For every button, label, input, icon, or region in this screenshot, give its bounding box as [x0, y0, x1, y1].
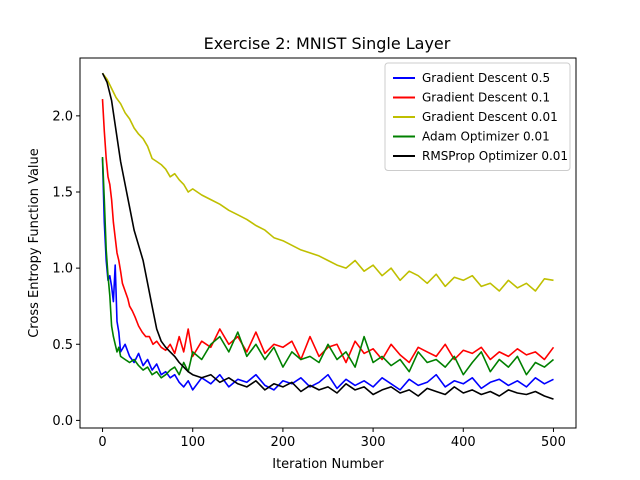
series-layer	[101, 72, 555, 400]
x-axis-label: Iteration Number	[272, 457, 384, 472]
series-line-2	[101, 72, 554, 292]
legend: Gradient Descent 0.5 Gradient Descent 0.1…	[384, 62, 571, 171]
series-line-4	[101, 72, 554, 400]
y-tick-label: 2.0	[52, 109, 73, 124]
y-tick-label: 1.5	[52, 185, 73, 200]
x-tick-label: 0	[98, 435, 106, 450]
y-tick-label: 0.5	[52, 338, 73, 353]
legend-label-1: Gradient Descent 0.1	[422, 91, 550, 105]
y-tick-label: 1.0	[52, 262, 73, 277]
series-line-0	[101, 158, 554, 391]
x-tick-label: 200	[270, 435, 295, 450]
legend-label-0: Gradient Descent 0.5	[422, 71, 550, 85]
legend-label-2: Gradient Descent 0.01	[422, 110, 558, 124]
y-tick-label: 0.0	[52, 414, 73, 429]
x-tick-label: 500	[541, 435, 566, 450]
legend-box	[384, 62, 571, 171]
x-axis: 0 100 200 300 400 500	[98, 428, 566, 450]
legend-label-3: Adam Optimizer 0.01	[422, 130, 550, 144]
y-axis: 0.0 0.5 1.0 1.5 2.0	[52, 109, 80, 429]
x-tick-label: 300	[361, 435, 386, 450]
x-tick-label: 100	[180, 435, 205, 450]
x-tick-label: 400	[451, 435, 476, 450]
y-axis-label: Cross Entropy Function Value	[27, 148, 42, 338]
series-line-1	[101, 99, 555, 364]
series-line-3	[101, 156, 555, 379]
legend-label-4: RMSProp Optimizer 0.01	[422, 149, 568, 163]
chart-title: Exercise 2: MNIST Single Layer	[204, 34, 451, 53]
